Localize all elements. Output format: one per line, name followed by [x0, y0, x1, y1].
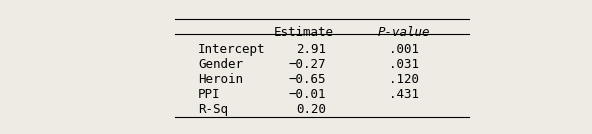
Text: .120: .120 [390, 73, 419, 86]
Text: −0.27: −0.27 [289, 58, 326, 71]
Text: .031: .031 [390, 58, 419, 71]
Text: 2.91: 2.91 [297, 43, 326, 56]
Text: P-value: P-value [378, 26, 430, 39]
Text: Heroin: Heroin [198, 73, 243, 86]
Text: R-Sq: R-Sq [198, 103, 228, 116]
Text: −0.01: −0.01 [289, 88, 326, 101]
Text: .001: .001 [390, 43, 419, 56]
Text: 0.20: 0.20 [297, 103, 326, 116]
Text: .431: .431 [390, 88, 419, 101]
Text: PPI: PPI [198, 88, 220, 101]
Text: −0.65: −0.65 [289, 73, 326, 86]
Text: Intercept: Intercept [198, 43, 265, 56]
Text: Gender: Gender [198, 58, 243, 71]
Text: Estimate: Estimate [274, 26, 333, 39]
